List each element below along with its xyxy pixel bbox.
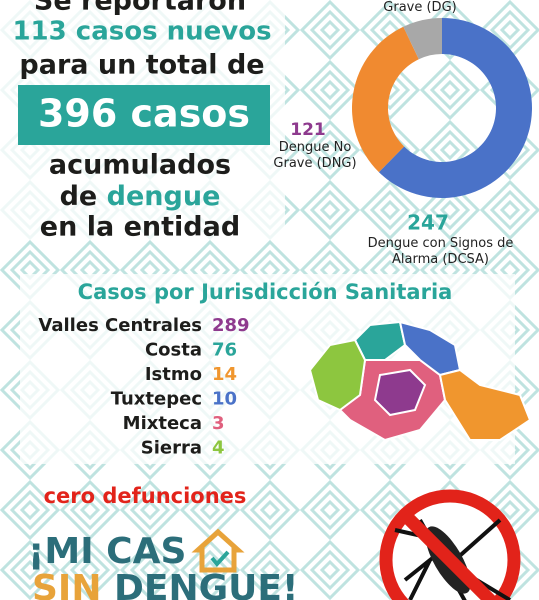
header-line: 113 casos nuevos xyxy=(12,17,271,47)
donut-chart xyxy=(352,18,533,198)
word: SIN xyxy=(32,568,101,600)
word: DENGUE! xyxy=(114,568,298,600)
map-region xyxy=(438,368,532,441)
row-name: Tuxtepec xyxy=(111,389,202,410)
row-value: 3 xyxy=(212,413,225,434)
word: dengue xyxy=(107,181,221,212)
row-name: Costa xyxy=(145,340,202,361)
header-line: acumulados xyxy=(49,150,231,181)
logo-line: ¡MI CAS xyxy=(28,531,186,572)
deaths: cero defunciones xyxy=(44,484,247,508)
jurisdiction-table: Valles Centrales 289 Costa 76 Istmo 14 Tuxtepe… xyxy=(38,315,249,459)
donut-slice xyxy=(352,26,419,173)
total: 396 casos xyxy=(38,92,250,136)
total-box xyxy=(18,85,270,145)
row-name: Sierra xyxy=(141,438,202,459)
category-label: Dengue No Grave (DNG) xyxy=(273,140,357,171)
row-value: 10 xyxy=(212,389,237,410)
header-line: Se reportaron xyxy=(34,0,246,17)
category-label: Dengue con Signos de Alarma (DCSA) xyxy=(367,236,514,267)
word: de xyxy=(60,181,98,212)
header-line: para un total de xyxy=(19,50,264,81)
category-label: Grave (DG) xyxy=(383,0,457,15)
map xyxy=(308,320,532,442)
value-label: 121 xyxy=(290,120,326,140)
section-title: Casos por Jurisdicción Sanitaria xyxy=(78,280,453,304)
no-mosquito-sign xyxy=(379,489,521,600)
value-label: 247 xyxy=(407,211,449,235)
row-name: Valles Centrales xyxy=(38,315,202,336)
row-name: Mixteca xyxy=(123,413,202,434)
row-name: Istmo xyxy=(145,364,202,385)
row-value: 4 xyxy=(212,438,225,459)
map-region xyxy=(373,368,427,417)
header-line: en la entidad xyxy=(40,212,240,243)
row-value: 289 xyxy=(212,315,250,336)
map-region xyxy=(308,338,367,412)
donut-slice xyxy=(378,18,533,198)
logo-line: SIN DENGUE! xyxy=(32,568,298,600)
house-icon xyxy=(191,528,245,573)
header-line: de dengue xyxy=(60,181,221,212)
donut-slice xyxy=(403,18,442,60)
row-value: 14 xyxy=(212,364,237,385)
row-value: 76 xyxy=(212,340,237,361)
